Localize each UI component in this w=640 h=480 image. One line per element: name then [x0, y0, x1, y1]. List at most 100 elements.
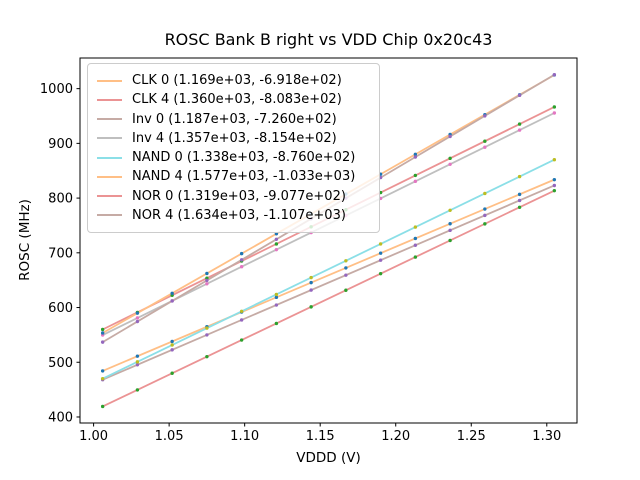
data-point-nor-4: [552, 73, 557, 77]
data-point-nor-0: [170, 371, 174, 375]
data-point-nand-0: [274, 292, 279, 297]
legend-entry: CLK 0 (1.169e+03, -6.918e+02): [97, 71, 375, 90]
data-point-inv-0: [239, 318, 244, 322]
legend-line-swatch: [97, 137, 122, 140]
data-point-nor-4: [205, 278, 209, 283]
data-point-clk-4: [274, 242, 279, 246]
data-point-inv-4: [448, 162, 452, 166]
data-point-nand-0: [483, 191, 487, 196]
legend: CLK 0 (1.169e+03, -6.918e+02) CLK 4 (1.36…: [87, 63, 380, 233]
data-point-nor-4: [448, 134, 452, 139]
legend-line-swatch: [97, 195, 122, 198]
data-point-nand-0: [239, 309, 244, 314]
legend-line-swatch: [97, 156, 122, 159]
legend-entry: NOR 0 (1.319e+03, -9.077e+02): [97, 187, 375, 206]
data-point-clk-0: [344, 266, 348, 270]
legend-line-swatch: [97, 175, 122, 178]
data-point-inv-4: [239, 265, 244, 269]
data-point-nand-0: [552, 158, 557, 162]
data-point-nor-4: [135, 319, 140, 324]
data-point-nor-0: [552, 188, 557, 193]
data-point-inv-0: [205, 333, 209, 337]
data-point-nor-0: [344, 288, 348, 292]
data-point-nand-0: [135, 360, 140, 364]
data-point-clk-0: [483, 207, 487, 211]
data-point-nor-4: [413, 155, 418, 159]
legend-line-swatch: [97, 214, 122, 217]
data-point-nor-0: [100, 404, 105, 409]
data-point-inv-0: [413, 243, 418, 247]
data-point-nor-0: [309, 305, 313, 309]
legend-entry: Inv 4 (1.357e+03, -8.154e+02): [97, 129, 375, 148]
data-point-clk-0: [552, 177, 557, 182]
data-point-nor-0: [274, 321, 279, 326]
legend-entry: CLK 4 (1.360e+03, -8.083e+02): [97, 90, 375, 109]
data-point-clk-0: [100, 369, 105, 373]
data-point-nand-4: [205, 271, 209, 276]
data-point-clk-4: [483, 139, 487, 143]
legend-label: Inv 4 (1.357e+03, -8.154e+02): [132, 130, 337, 146]
data-point-inv-4: [517, 128, 522, 132]
data-point-nor-4: [274, 237, 279, 241]
x-tick-label: 1.30: [532, 429, 561, 444]
data-point-nor-4: [100, 340, 105, 344]
y-tick-label: 700: [48, 246, 73, 261]
data-point-nand-4: [239, 251, 244, 256]
legend-label: NAND 4 (1.577e+03, -1.033e+03): [132, 169, 356, 185]
data-point-clk-0: [309, 280, 313, 285]
legend-label: Inv 0 (1.187e+03, -7.260e+02): [132, 111, 337, 127]
data-point-nand-0: [378, 242, 383, 246]
data-point-nor-0: [448, 238, 452, 243]
legend-label: CLK 4 (1.360e+03, -8.083e+02): [132, 92, 342, 108]
data-point-clk-0: [135, 354, 140, 358]
data-point-nand-0: [205, 326, 209, 330]
data-point-clk-0: [413, 236, 418, 241]
data-point-clk-4: [517, 122, 522, 126]
legend-line-swatch: [97, 98, 122, 101]
legend-label: NOR 4 (1.634e+03, -1.107e+03): [132, 207, 346, 223]
fit-line-nor-0: [102, 189, 555, 408]
data-point-inv-0: [552, 183, 557, 188]
data-point-clk-4: [552, 105, 557, 109]
y-tick-label: 500: [48, 356, 73, 371]
x-tick-label: 1.05: [155, 429, 184, 444]
x-tick-label: 1.25: [457, 429, 486, 444]
y-tick-label: 800: [48, 192, 73, 207]
data-point-inv-4: [552, 111, 557, 115]
data-point-inv-4: [483, 145, 487, 149]
data-point-inv-0: [483, 213, 487, 218]
fit-line-nand-0: [102, 158, 555, 380]
legend-label: NOR 0 (1.319e+03, -9.077e+02): [132, 188, 346, 204]
y-tick-label: 600: [48, 301, 73, 316]
data-point-inv-0: [344, 273, 348, 277]
data-point-nand-0: [517, 174, 522, 179]
y-tick-label: 1000: [40, 82, 73, 97]
fit-line-inv-0: [102, 184, 555, 381]
data-point-inv-0: [448, 228, 452, 233]
data-point-nand-0: [344, 259, 348, 263]
chart-title: ROSC Bank B right vs VDD Chip 0x20c43: [164, 30, 493, 49]
data-point-clk-0: [170, 339, 174, 344]
data-point-clk-0: [517, 192, 522, 197]
legend-entry: NAND 0 (1.338e+03, -8.760e+02): [97, 148, 375, 167]
data-point-inv-4: [274, 247, 279, 252]
data-point-inv-4: [205, 282, 209, 286]
data-point-inv-0: [309, 288, 313, 292]
data-point-inv-4: [413, 179, 418, 184]
legend-entry: Inv 0 (1.187e+03, -7.260e+02): [97, 110, 375, 129]
data-point-inv-0: [517, 198, 522, 203]
axes-frame: [79, 57, 578, 424]
data-point-nand-4: [100, 331, 105, 335]
data-point-nor-4: [517, 93, 522, 98]
data-point-nand-4: [170, 291, 174, 296]
data-point-nand-0: [170, 343, 174, 347]
data-point-clk-0: [274, 295, 279, 300]
data-point-inv-0: [135, 363, 140, 367]
data-point-nand-0: [100, 376, 105, 381]
x-tick-label: 1.10: [230, 429, 259, 444]
data-point-nor-4: [239, 258, 244, 262]
data-point-nor-0: [239, 338, 244, 342]
data-point-nor-4: [483, 114, 487, 118]
data-point-nor-0: [205, 354, 209, 359]
